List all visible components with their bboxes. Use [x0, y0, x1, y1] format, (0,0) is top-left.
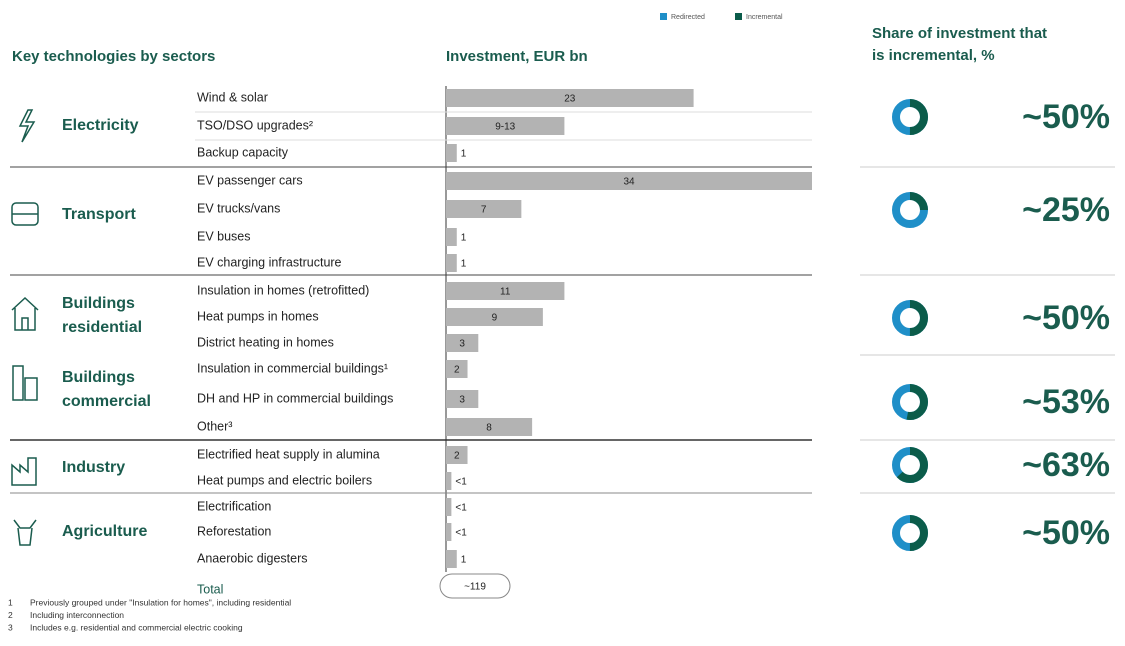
category-label: TSO/DSO upgrades²: [197, 118, 313, 132]
sector-label: Buildings: [62, 369, 135, 386]
footnote-text: Including interconnection: [30, 610, 124, 620]
total-label: Total: [197, 582, 223, 596]
bar: [446, 334, 479, 352]
sector-label: residential: [62, 319, 142, 336]
category-label: Wind & solar: [197, 90, 268, 104]
category-label: Heat pumps in homes: [197, 309, 319, 323]
bar: [446, 418, 533, 436]
value-label: 8: [486, 423, 492, 434]
category-label: EV trucks/vans: [197, 201, 280, 215]
category-label: Insulation in commercial buildings¹: [197, 361, 388, 375]
value-label: 1: [461, 149, 467, 160]
value-label: 1: [461, 233, 467, 244]
sector-label: Industry: [62, 459, 125, 476]
value-label: 1: [461, 555, 467, 566]
bar: [446, 523, 452, 541]
value-label: 9-13: [495, 122, 515, 133]
category-label: Reforestation: [197, 524, 271, 538]
donut-share: [892, 99, 928, 135]
bar: [446, 308, 543, 326]
category-label: Electrification: [197, 499, 271, 513]
share-label: ~53%: [1022, 383, 1110, 421]
value-label: <1: [455, 477, 467, 488]
value-label: 9: [492, 313, 498, 324]
value-label: 7: [481, 205, 487, 216]
bar: [446, 472, 452, 490]
footnote-text: Includes e.g. residential and commercial…: [30, 622, 243, 632]
legend-label: Redirected: [671, 14, 705, 21]
category-label: Other³: [197, 419, 232, 433]
sector-label: Agriculture: [62, 523, 147, 540]
bar: [446, 446, 468, 464]
bar: [446, 390, 479, 408]
sector-label: Electricity: [62, 117, 139, 134]
bar: [446, 144, 457, 162]
left-header: Key technologies by sectors: [12, 48, 215, 65]
value-label: 23: [564, 94, 576, 105]
sector-label: commercial: [62, 393, 151, 410]
separators: [10, 111, 1115, 494]
value-label: 3: [459, 339, 465, 350]
category-label: Heat pumps and electric boilers: [197, 473, 372, 487]
share-label: ~50%: [1022, 514, 1110, 552]
bar: [446, 228, 457, 246]
value-label: 1: [461, 259, 467, 270]
category-label: Backup capacity: [197, 145, 289, 159]
legend-label: Incremental: [746, 14, 783, 21]
total-pill: [439, 573, 511, 599]
category-label: EV buses: [197, 229, 251, 243]
footnote-number: 3: [8, 622, 13, 632]
value-label: <1: [455, 528, 467, 539]
right-header: is incremental, %: [872, 47, 995, 64]
footnote-number: 2: [8, 610, 13, 620]
donut-share: [892, 300, 928, 336]
bar: [446, 117, 565, 135]
value-label: 11: [500, 287, 511, 298]
category-label: Electrified heat supply in alumina: [197, 447, 380, 461]
right-header: Share of investment that: [872, 25, 1047, 42]
share-label: ~25%: [1022, 191, 1110, 229]
bar: [446, 254, 457, 272]
donut-share: [892, 192, 928, 228]
bar: [446, 360, 468, 378]
value-label: <1: [455, 503, 467, 514]
value-label: 2: [454, 365, 460, 376]
category-label: EV charging infrastructure: [197, 255, 342, 269]
share-label: ~63%: [1022, 446, 1110, 484]
sector-label: Transport: [62, 206, 136, 223]
chart-title: Investment, EUR bn: [446, 48, 588, 65]
legend-swatch: [660, 13, 667, 20]
donut-share: [892, 384, 928, 420]
legend-swatch: [735, 13, 742, 20]
footnote-number: 1: [8, 597, 13, 607]
value-label: 34: [623, 177, 635, 188]
category-label: Insulation in homes (retrofitted): [197, 283, 369, 297]
donut-share: [892, 447, 928, 483]
share-label: ~50%: [1022, 299, 1110, 337]
donut-share: [892, 515, 928, 551]
total-value: ~119: [464, 582, 486, 593]
value-label: 3: [459, 395, 465, 406]
bar: [446, 172, 812, 190]
bar: [446, 550, 457, 568]
footnote-text: Previously grouped under "Insulation for…: [30, 597, 291, 607]
icons: [11, 109, 39, 546]
sector-label: Buildings: [62, 295, 135, 312]
category-label: EV passenger cars: [197, 173, 303, 187]
bar: [446, 498, 452, 516]
bar: [446, 200, 522, 218]
bar: [446, 89, 694, 107]
category-label: District heating in homes: [197, 335, 334, 349]
bar: [446, 282, 565, 300]
value-label: 2: [454, 451, 460, 462]
share-label: ~50%: [1022, 98, 1110, 136]
category-label: DH and HP in commercial buildings: [197, 391, 393, 405]
category-label: Anaerobic digesters: [197, 551, 307, 565]
